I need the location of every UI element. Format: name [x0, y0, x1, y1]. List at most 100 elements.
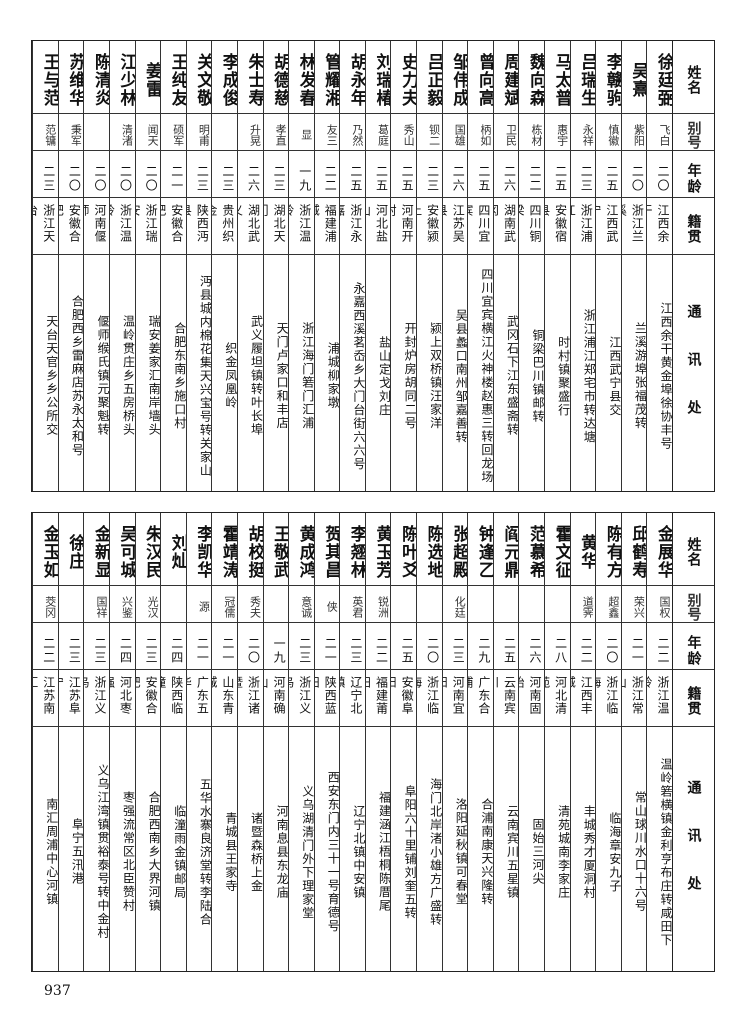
person-record: 曾向高柄如二五四川宜宾四川宜宾横江火神楼赵惠三转回龙场 [467, 41, 493, 491]
record-alias: 秉军 [58, 114, 84, 151]
record-age: 二五 [493, 623, 519, 670]
record-address: 洛阳延秋镇可春堂 [454, 798, 468, 906]
record-name: 徐廷弼 [647, 41, 672, 114]
record-name: 黄成鸿 [289, 513, 314, 586]
person-record: 陈有方超鑫二〇浙江临海临海章安九子 [595, 513, 621, 971]
record-alias: 道霁 [570, 586, 596, 623]
person-record: 马太普惠宇二五安徽宿县时村镇聚盛行 [544, 41, 570, 491]
record-name: 王纯友 [161, 41, 186, 114]
record-alias: 国祥 [84, 586, 109, 623]
record-age: 二五 [391, 623, 417, 670]
record-native: 山东青城 [212, 670, 237, 727]
record-age: 二二 [33, 623, 58, 670]
record-address: 浙江浦江郑宅市转达塘 [582, 308, 596, 444]
record-name: 朱汉民 [135, 513, 161, 586]
record-address: 云南宾川五星镇 [505, 804, 519, 900]
record-name: 曾向高 [468, 41, 493, 114]
record-alias: 钡二 [417, 114, 442, 151]
record-address: 开封炉房胡同二号 [403, 322, 417, 430]
record-alias: 卫民 [493, 114, 519, 151]
record-address: 西安东门内三十一号育德号 [326, 771, 340, 933]
person-record: 张超殿化廷二三河南宜阳洛阳延秋镇可春堂 [441, 513, 468, 971]
record-address: 天门卢家口和丰店 [275, 322, 289, 430]
record-native: 江西余干 [647, 198, 672, 255]
record-alias: 秀夫 [237, 586, 263, 623]
person-record: 魏向森栋材二二四川铜梁铜梁巴川镇邮转 [518, 41, 545, 491]
header-address: 通讯处 [685, 304, 702, 448]
person-record: 姜雷闻天二〇浙江瑞安瑞安姜家汇南岸墙头 [134, 41, 161, 491]
record-name: 陈叶爻 [391, 513, 417, 586]
record-age: 二二 [570, 623, 596, 670]
record-native: 江西丰城 [570, 670, 596, 727]
person-record: 朱汉民光汉二三安徽合肥合肥西南乡大界河镇 [134, 513, 161, 971]
record-name: 范慕希 [519, 513, 545, 586]
record-alias [417, 586, 442, 623]
record-address: 临海章安九子 [607, 811, 621, 893]
person-record: 陈选地二〇浙江临海海门北岸渚小雄方广盛转 [416, 513, 442, 971]
record-native: 河南确山 [263, 670, 289, 727]
record-native: 江西武宁 [596, 198, 621, 255]
record-age: 二〇 [135, 151, 161, 198]
record-address: 江西武宁县交 [607, 335, 621, 417]
record-alias: 紫阳 [621, 114, 647, 151]
person-record: 范慕希二六河南固始固始三河尖 [518, 513, 545, 971]
person-record: 周建斌卫民二六湖南武冈武冈石下江东盛斋转 [492, 41, 519, 491]
record-native: 湖北天门 [263, 198, 289, 255]
record-name: 林发春 [289, 41, 314, 114]
record-name: 陈清炎 [84, 41, 109, 114]
header-name: 姓名 [673, 513, 714, 586]
record-name: 苏维华 [58, 41, 84, 114]
record-age: 二六 [519, 623, 545, 670]
record-age: 二〇 [58, 151, 84, 198]
record-name: 张超殿 [442, 513, 468, 586]
record-alias: 硕军 [161, 114, 186, 151]
person-record: 黄华道霁二二江西丰城丰城秀才厦洞村 [569, 513, 596, 971]
record-native: 贵州织金 [212, 198, 237, 255]
record-native: 陕西沔县 [186, 198, 212, 255]
header-column: 姓名 别号 年龄 籍贯 通讯处 [672, 513, 714, 971]
record-name: 魏向森 [519, 41, 545, 114]
header-column: 姓名 别号 年龄 籍贯 通讯处 [672, 41, 714, 491]
header-alias: 别号 [673, 586, 714, 623]
record-alias: 英君 [340, 586, 365, 623]
record-native: 浙江诸暨 [237, 670, 263, 727]
record-alias [263, 586, 289, 623]
record-age: 二〇 [237, 623, 263, 670]
record-alias: 超鑫 [596, 586, 621, 623]
record-alias: 飞白 [647, 114, 672, 151]
person-record: 胡德慈孝直二三湖北天门天门卢家口和丰店 [262, 41, 289, 491]
record-age: 二三 [33, 151, 58, 198]
person-record: 苏维华秉军二〇安徽合肥合肥西乡雷麻店苏永太和号 [57, 41, 84, 491]
record-address: 阜宁五汛港 [70, 818, 84, 886]
record-age: 二四 [109, 623, 135, 670]
record-age: 二三 [340, 623, 365, 670]
record-address: 常山球川水口十六号 [633, 791, 647, 913]
record-name: 王敬武 [263, 513, 289, 586]
record-alias: 葛庭 [365, 114, 391, 151]
record-native: 广东五华 [186, 670, 212, 727]
person-record: 阎元鼎二五云南宾川云南宾川五星镇 [492, 513, 519, 971]
record-address: 颍上双桥镇汪家洋 [428, 322, 442, 430]
person-record: 朱士寿升晃二六湖北武义武义履坦镇转叶长埠 [236, 41, 263, 491]
record-age: 二二 [365, 623, 391, 670]
record-alias: 清渚 [109, 114, 135, 151]
record-name: 周建斌 [493, 41, 519, 114]
record-native: 河北枣强 [109, 670, 135, 727]
record-address: 河南息县东龙庙 [275, 804, 289, 900]
record-age: 二五 [468, 151, 493, 198]
record-age: 一九 [263, 623, 289, 670]
record-address: 丰城秀才厦洞村 [582, 804, 596, 900]
record-age: 二一 [212, 623, 237, 670]
record-native: 安徽合肥 [58, 198, 84, 255]
person-record: 黄玉芳锐洲二二福建莆田福建涵江梧桐陈厝尾 [364, 513, 391, 971]
record-name: 刘灿 [161, 513, 186, 586]
record-name: 黄华 [570, 513, 596, 586]
record-alias: 意诚 [289, 586, 314, 623]
record-address: 五华水寨良济堂转李陆合 [198, 777, 212, 927]
header-native: 籍贯 [673, 198, 714, 255]
record-alias [391, 586, 417, 623]
record-alias [212, 114, 237, 151]
person-record: 霍文征二八河北清苑清苑城南李家庄 [544, 513, 570, 971]
record-age: 二八 [545, 623, 570, 670]
